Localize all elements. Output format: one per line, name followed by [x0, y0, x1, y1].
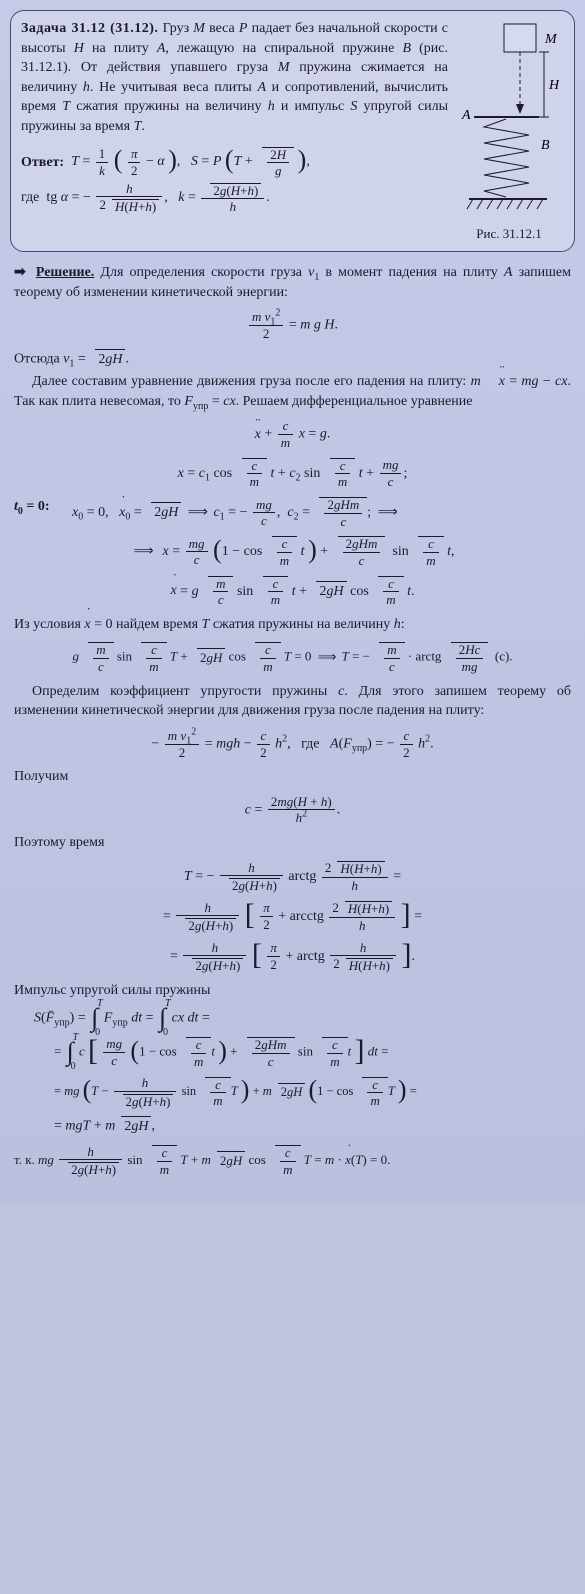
eq-S-step3: = mg (T − h 2g(H+h) sin cmT ) + m2gH (1 … [14, 1076, 571, 1108]
problem-title: Задача 31.12 (31.12). [21, 21, 158, 36]
answer-where: где tg α = − h 2H(H+h) , k = 2g(H+h) h . [21, 182, 448, 214]
eq-S-step4: = mgT + m2gH, [14, 1116, 571, 1137]
answer-label: Ответ: [21, 154, 64, 169]
p-findT: Из условия x = 0 найдем время T сжатия п… [14, 615, 571, 635]
p-v1-prefix: Отсюда [14, 351, 63, 366]
eq-x-of-t: ⟹ x = mgc (1 − cos cm t ) + 2gHmc sin cm… [14, 536, 571, 567]
eq-T-step3: = h 2g(H+h) [ π2 + arctg h 2H(H+h) ]. [14, 941, 571, 973]
eq-c: c = 2mg(H + h)h2. [14, 795, 571, 825]
eq-T-step1: T = − h 2g(H+h) arctg 2H(H+h) h = [14, 861, 571, 893]
eq-S-justification: т. к. mg h 2g(H+h) sin cm T + m2gH cos c… [14, 1145, 571, 1177]
eq-S-step2: = ∫T0 c [ mgc (1 − cos cmt ) + 2gHmc sin… [14, 1037, 571, 1068]
eq-ode: x + cm x = g. [14, 419, 571, 449]
problem-body: Задача 31.12 (31.12). Груз M веса P пада… [21, 21, 448, 134]
page: Задача 31.12 (31.12). Груз M веса P пада… [0, 0, 585, 1204]
answer-block: Ответ: T = 1k ( π2 − α ), S = P (T + 2Hg… [21, 147, 448, 178]
p-find-c: Определим коэффициент упругости пружины … [14, 682, 571, 721]
eq-S-step1: S(F̄упр) = ∫T0 Fупр dt = ∫T0 cx dt = [14, 1008, 571, 1029]
eq-T-step2: = h 2g(H+h) [ π2 + arcctg 2H(H+h) h ] = [14, 901, 571, 933]
ic-label: t0 = 0: [14, 497, 66, 517]
fig-label-M: M [544, 32, 558, 47]
eq-xdot-of-t: x = g mc sin cm t + 2gH cos cm t. [14, 576, 571, 607]
p-therefore-T: Поэтому время [14, 833, 571, 853]
eq-ke-fall: m v122 = m g H. [14, 310, 571, 340]
answer-T: T = 1k ( π2 − α ), [71, 154, 184, 169]
problem-box: Задача 31.12 (31.12). Груз M веса P пада… [10, 10, 575, 252]
tk-label: т. к. [14, 1152, 38, 1167]
eq-ke-spring: − m v122 = mgh − c2 h2, где A(Fупр) = − … [14, 729, 571, 759]
where-label: где [21, 190, 39, 205]
problem-text-column: Задача 31.12 (31.12). Груз M веса P пада… [21, 19, 448, 243]
fig-label-B: B [541, 138, 550, 153]
eq-ic: t0 = 0: x0 = 0, x0 = 2gH ⟹ c1 = − mgc, c… [14, 497, 571, 528]
p-get: Получим [14, 767, 571, 787]
arrow-icon: ➡ [14, 265, 26, 280]
fig-label-A: A [461, 108, 471, 123]
solution-heading-label: Решение. [36, 265, 94, 280]
answer-S: S = P (T + 2Hg ), [191, 154, 310, 169]
eq-T-raw: g mc sin cm T + 2gH cos cm T = 0 ⟹ T = −… [14, 642, 571, 673]
p-eom: Далее составим уравнение движения груза … [14, 372, 571, 411]
eq-gensol: x = c1 cos cm t + c2 sin cm t + mgc; [14, 458, 571, 489]
solution-body: ➡ Решение. Для определения скорости груз… [10, 252, 575, 1184]
figure-diagram: M H A B [459, 19, 559, 219]
figure-column: M H A B [454, 19, 564, 243]
fig-label-H: H [548, 78, 559, 93]
figure-caption: Рис. 31.12.1 [454, 225, 564, 243]
solution-heading: ➡ Решение. Для определения скорости груз… [14, 263, 571, 302]
